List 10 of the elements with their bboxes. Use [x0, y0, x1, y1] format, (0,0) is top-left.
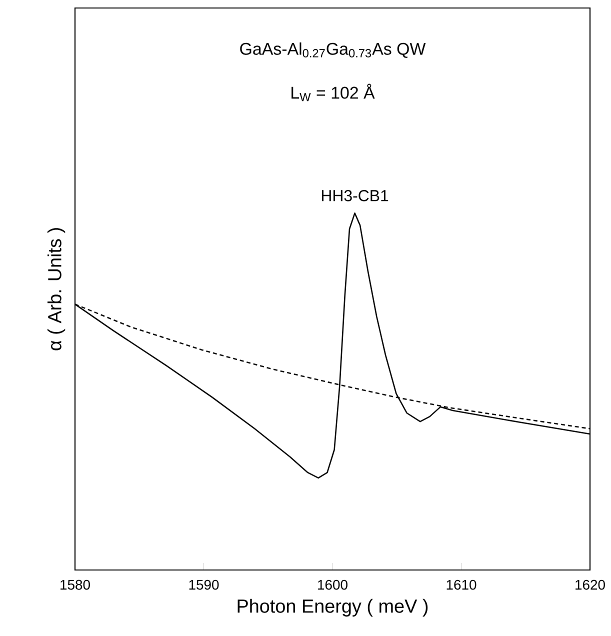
x-tick-label: 1600	[318, 580, 348, 590]
y-axis-title: α ( Arb. Units )	[47, 228, 66, 350]
annotation: HH3-CB1	[322, 190, 388, 202]
x-axis-title: Photon Energy ( meV )	[238, 598, 428, 617]
x-tick-label: 1590	[189, 580, 219, 590]
x-tick-label: 1620	[576, 580, 605, 590]
x-tick-label: 1580	[60, 580, 90, 590]
chart-subtitle: L$_{W}$ = 102 Å	[292, 84, 375, 102]
chart-title: GaAs-Al$_{0.27}$Ga$_{0.73}$As QW	[240, 42, 426, 58]
x-tick-label: 1610	[446, 580, 476, 590]
